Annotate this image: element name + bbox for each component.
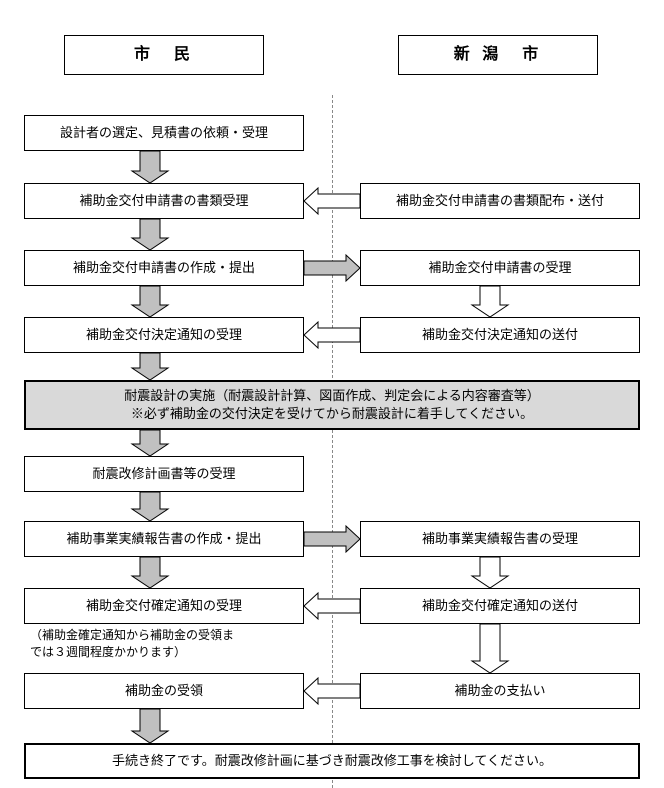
flowchart-page: 市 民 新 潟 市 設計者の選定、見積書の依頼・受理 補助金交付申請書の書類受理… xyxy=(0,0,664,788)
arrows-layer xyxy=(0,0,664,788)
